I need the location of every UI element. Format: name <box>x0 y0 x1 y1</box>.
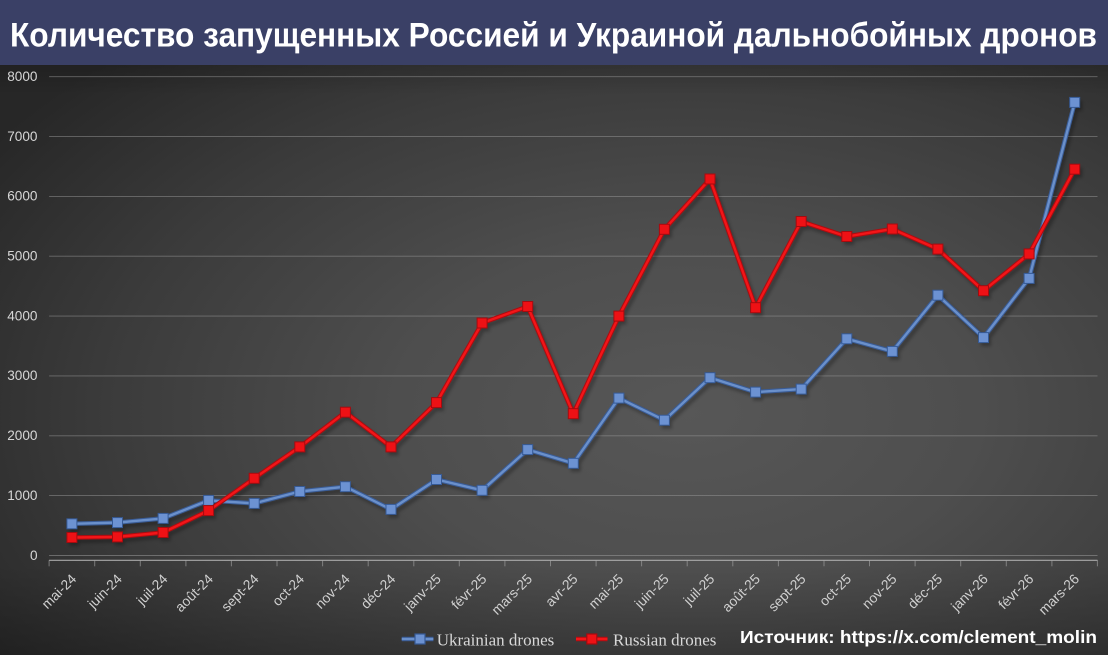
svg-text:Ukrainian drones: Ukrainian drones <box>437 631 555 650</box>
svg-text:Источник: https://x.com/clemen: Источник: https://x.com/clement_molin <box>740 627 1097 647</box>
svg-text:2000: 2000 <box>7 428 38 443</box>
svg-text:1000: 1000 <box>7 488 38 503</box>
svg-text:4000: 4000 <box>7 308 38 323</box>
svg-text:8000: 8000 <box>7 69 38 84</box>
svg-text:Russian drones: Russian drones <box>613 631 716 650</box>
svg-text:6000: 6000 <box>7 189 38 204</box>
svg-text:3000: 3000 <box>7 368 38 383</box>
svg-text:0: 0 <box>30 548 38 563</box>
svg-text:Количество запущенных Россией: Количество запущенных Россией и Украиной… <box>10 17 1097 55</box>
svg-text:7000: 7000 <box>7 129 38 144</box>
svg-text:5000: 5000 <box>7 249 38 264</box>
